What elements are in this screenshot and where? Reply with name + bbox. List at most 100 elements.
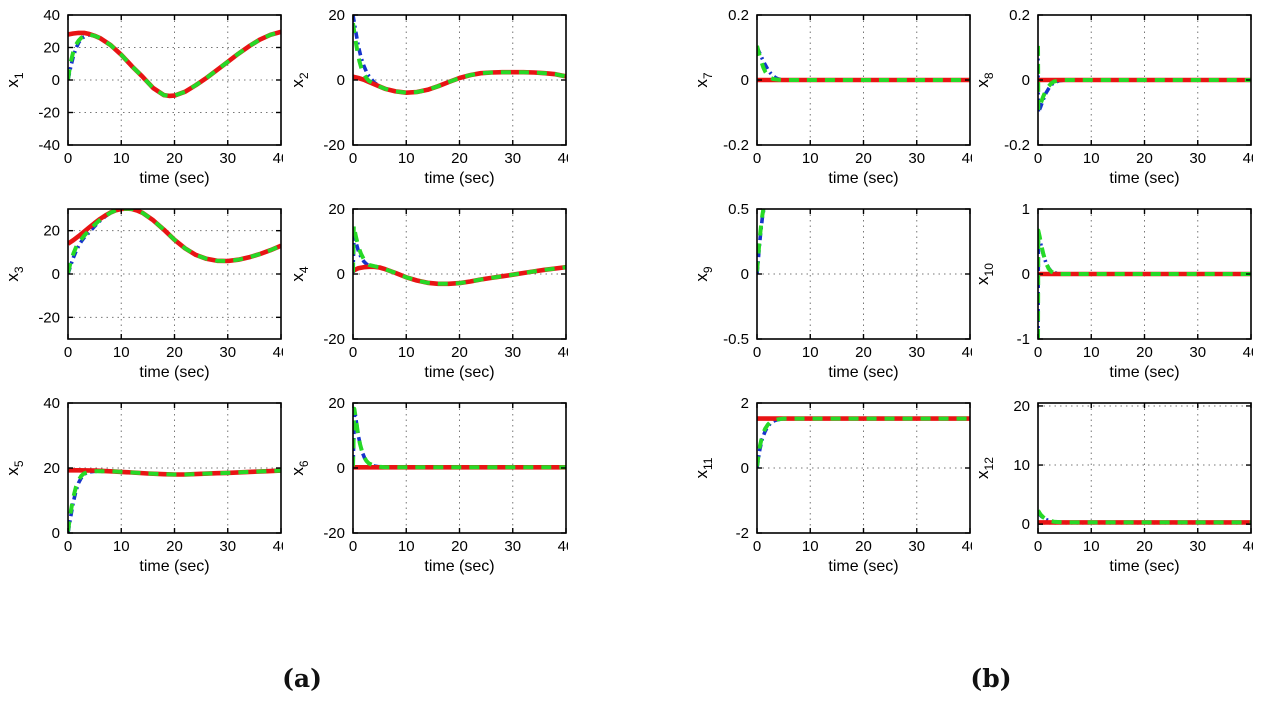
axes-x5: 01020304002040time (sec)x5 <box>3 395 289 575</box>
caption-b: (b) <box>970 664 1012 693</box>
y-tick-label: 20 <box>1013 398 1030 415</box>
y-tick-label: 0.2 <box>728 7 749 24</box>
ylabel: x8 <box>973 72 996 88</box>
x-tick-label: 10 <box>802 344 819 361</box>
ylabel: x2 <box>288 72 311 88</box>
y-tick-label: 0 <box>52 266 60 283</box>
x-tick-label: 40 <box>558 344 568 361</box>
x-tick-label: 0 <box>349 150 357 167</box>
y-tick-label: -20 <box>323 525 345 542</box>
x-tick-label: 0 <box>349 538 357 555</box>
x-tick-label: 20 <box>451 150 468 167</box>
y-tick-label: -2 <box>736 525 749 542</box>
x-tick-label: 10 <box>398 538 415 555</box>
y-tick-label: 2 <box>741 395 749 412</box>
x-tick-label: 30 <box>219 538 236 555</box>
x-tick-label: 30 <box>908 538 925 555</box>
x-tick-label: 20 <box>166 538 183 555</box>
x-tick-label: 30 <box>908 344 925 361</box>
x-tick-label: 30 <box>219 344 236 361</box>
xlabel: time (sec) <box>828 170 898 187</box>
x-tick-label: 20 <box>451 538 468 555</box>
x-tick-label: 10 <box>802 150 819 167</box>
x-tick-label: 10 <box>1083 150 1100 167</box>
caption-a: (a) <box>282 664 322 693</box>
ylabel: x11 <box>692 457 715 478</box>
y-tick-label: -0.2 <box>723 137 749 154</box>
x-tick-label: 10 <box>398 150 415 167</box>
ylabel: x5 <box>3 460 26 476</box>
x-tick-label: 40 <box>1243 150 1253 167</box>
x-tick-label: 0 <box>753 344 761 361</box>
y-tick-label: 0 <box>741 72 749 89</box>
x-tick-label: 10 <box>398 344 415 361</box>
ylabel: x1 <box>3 72 26 88</box>
x-tick-label: 0 <box>1034 150 1042 167</box>
x-tick-label: 30 <box>1189 344 1206 361</box>
x-tick-label: 10 <box>113 344 130 361</box>
y-tick-label: 0 <box>1022 516 1030 533</box>
y-tick-label: 0 <box>52 72 60 89</box>
y-tick-label: -20 <box>38 105 60 122</box>
x-tick-label: 20 <box>855 150 872 167</box>
x-tick-label: 20 <box>166 344 183 361</box>
y-tick-label: 20 <box>328 395 345 412</box>
x-tick-label: 30 <box>504 344 521 361</box>
x-tick-label: 40 <box>558 538 568 555</box>
y-tick-label: 1 <box>1022 201 1030 218</box>
x-tick-label: 0 <box>64 538 72 555</box>
y-tick-label: 0 <box>741 266 749 283</box>
x-tick-label: 0 <box>64 150 72 167</box>
y-tick-label: 20 <box>43 460 60 477</box>
ylabel: x4 <box>288 266 311 282</box>
y-tick-label: 40 <box>43 395 60 412</box>
y-tick-label: 0.2 <box>1009 7 1030 24</box>
x-tick-label: 0 <box>64 344 72 361</box>
x-tick-label: 10 <box>113 538 130 555</box>
subplot-x5: 01020304002040time (sec)x5 <box>0 389 289 585</box>
x-tick-label: 0 <box>753 150 761 167</box>
y-tick-label: 20 <box>43 223 60 240</box>
ylabel: x10 <box>973 263 996 285</box>
x-tick-label: 0 <box>349 344 357 361</box>
x-tick-label: 20 <box>1136 344 1153 361</box>
xlabel: time (sec) <box>139 364 209 381</box>
x-tick-label: 20 <box>855 538 872 555</box>
x-tick-label: 30 <box>908 150 925 167</box>
x-tick-label: 0 <box>1034 538 1042 555</box>
ylabel: x7 <box>692 72 715 88</box>
x-tick-label: 20 <box>1136 538 1153 555</box>
ylabel: x12 <box>973 457 996 479</box>
y-tick-label: -1 <box>1017 331 1030 348</box>
x-tick-label: 10 <box>802 538 819 555</box>
xlabel: time (sec) <box>1109 364 1179 381</box>
y-tick-label: 0 <box>1022 266 1030 283</box>
y-tick-label: 0.5 <box>728 201 749 218</box>
x-tick-label: 10 <box>1083 538 1100 555</box>
y-tick-label: -0.5 <box>723 331 749 348</box>
y-tick-label: -40 <box>38 137 60 154</box>
x-tick-label: 0 <box>753 538 761 555</box>
y-tick-label: 20 <box>43 40 60 57</box>
y-tick-label: 0 <box>1022 72 1030 89</box>
xlabel: time (sec) <box>424 170 494 187</box>
x-tick-label: 20 <box>451 344 468 361</box>
y-tick-label: -0.2 <box>1004 137 1030 154</box>
